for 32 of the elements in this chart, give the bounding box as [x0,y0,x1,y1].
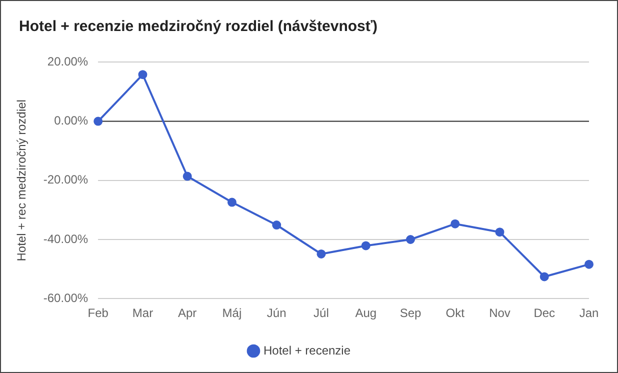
x-tick-label: Dec [534,306,556,320]
x-tick-label: Okt [446,306,466,320]
x-tick-label: Júl [314,306,329,320]
x-tick-label: Apr [178,306,197,320]
point [540,272,549,282]
point [182,172,192,181]
x-tick-label: Aug [355,306,377,320]
point [272,220,282,230]
point [316,249,326,258]
y-tick-label: -60.00% [43,290,88,305]
y-tick-label: 0.00% [54,114,88,128]
point [406,235,415,244]
point [94,116,103,126]
point [361,241,370,250]
x-tick-label: Jan [579,306,599,320]
chart-title: Hotel + recenzie medziročný rozdiel (návštevnosť) [19,18,378,35]
point [495,228,504,237]
legend-label: Hotel + recenzie [263,343,351,358]
point [584,260,594,269]
x-tick-label: Feb [88,306,109,320]
point [227,198,236,207]
point [450,219,460,228]
y-tick-label: 20.00% [47,54,88,69]
y-tick-label: -20.00% [43,172,88,187]
x-tick-label: Jún [266,306,286,320]
point [138,70,148,80]
y-axis-title: Hotel + rec medziročný rozdiel [14,100,29,262]
x-tick-label: Sep [400,306,422,320]
x-tick-label: Nov [489,306,510,320]
x-tick-label: Mar [132,306,154,320]
y-tick-label: -40.00% [43,232,88,246]
x-tick-label: Máj [222,306,242,320]
